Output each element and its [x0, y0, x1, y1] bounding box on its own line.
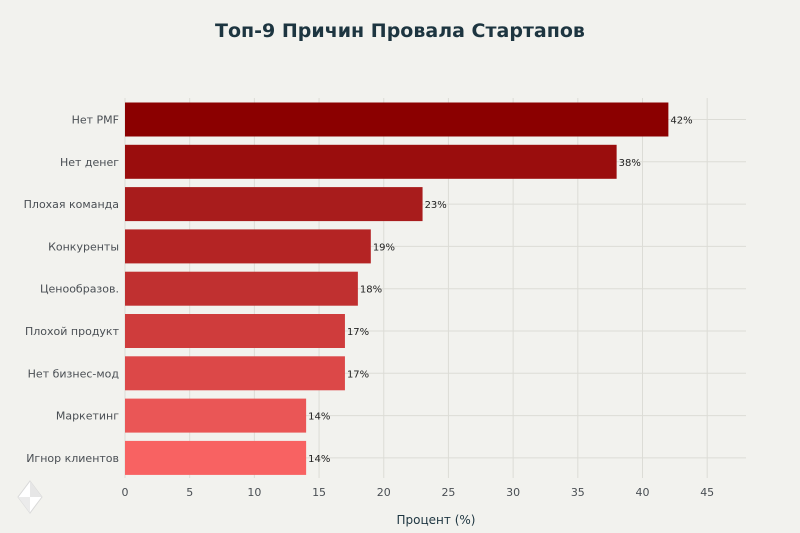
bar: [125, 271, 358, 306]
category-label: Конкуренты: [48, 240, 119, 253]
bar: [125, 229, 371, 264]
x-tick-label: 25: [441, 486, 455, 499]
data-label: 38%: [619, 158, 641, 169]
x-tick-label: 15: [312, 486, 326, 499]
bar: [125, 356, 345, 391]
x-tick-label: 40: [636, 486, 650, 499]
x-tick-label: 30: [506, 486, 520, 499]
category-label: Маркетинг: [56, 410, 119, 423]
bar: [125, 440, 307, 475]
data-label: 14%: [308, 412, 330, 423]
category-label: Ценообразов.: [40, 283, 119, 296]
category-label: Нет бизнес-мод: [28, 367, 120, 380]
bar: [125, 314, 345, 348]
data-label: 19%: [373, 242, 395, 253]
data-label: 17%: [347, 369, 369, 380]
category-label: Нет PMF: [72, 114, 119, 127]
x-tick-label: 5: [186, 486, 193, 499]
data-label: 14%: [308, 454, 330, 465]
category-label: Плохая команда: [24, 198, 119, 211]
x-tick-label: 10: [247, 486, 261, 499]
x-tick-label: 45: [700, 486, 714, 499]
bar: [125, 187, 423, 222]
x-tick-label: 35: [571, 486, 585, 499]
data-label: 42%: [670, 116, 692, 127]
x-tick-label: 20: [377, 486, 391, 499]
x-axis-label: Процент (%): [397, 513, 476, 527]
category-label: Игнор клиентов: [26, 452, 119, 465]
bar: [125, 144, 617, 179]
data-label: 17%: [347, 327, 369, 338]
category-label: Плохой продукт: [25, 325, 120, 338]
category-label: Нет денег: [60, 156, 119, 169]
labels: 0 5 10 15 20 25 30 35 40 45 Нет PMF 42% Нет денег 38%…: [24, 114, 715, 500]
chart-title: Топ-9 Причин Провала Стартапов: [215, 20, 585, 42]
data-label: 18%: [360, 285, 382, 296]
data-label: 23%: [425, 200, 447, 211]
diamond-logo-icon: [17, 480, 43, 514]
x-tick-label: 0: [122, 486, 129, 499]
bar: [125, 102, 669, 137]
bar: [125, 398, 307, 433]
bars: [125, 102, 669, 475]
